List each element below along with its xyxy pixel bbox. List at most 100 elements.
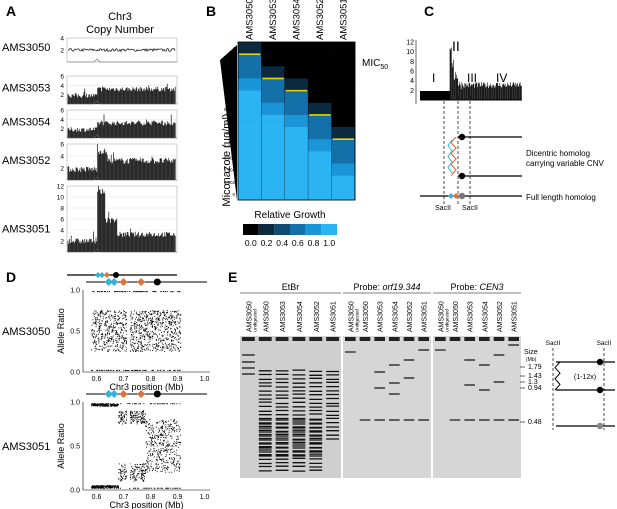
region-iii: III xyxy=(467,71,477,85)
schematic-copy-label: (1-12x) xyxy=(574,374,596,381)
gel-bands xyxy=(418,349,429,421)
legend-swatch xyxy=(290,224,306,235)
legend-title: Relative Growth xyxy=(254,210,325,221)
marker-icon xyxy=(110,390,119,398)
y-tick-label: 1.0 xyxy=(70,288,80,295)
marker-icon xyxy=(110,278,119,286)
panel-label-a: A xyxy=(6,3,16,19)
panel-c-tick-label: 4 xyxy=(410,78,414,85)
panel-b-ylabel: Miconazole (µg/ml) xyxy=(221,113,233,206)
heatmap-column-header: AMS3052 xyxy=(315,0,326,40)
track-tick-label: 6 xyxy=(60,217,64,224)
gel-well xyxy=(493,337,505,341)
heatmap-row-tick: 0.008 xyxy=(224,155,236,160)
lane-label: AMS3052 xyxy=(407,301,414,332)
track-tick-label: 4 xyxy=(60,117,64,124)
gel-bands xyxy=(508,344,519,421)
heatmap-cell xyxy=(284,127,309,140)
panel-label-c: C xyxy=(424,3,434,19)
gel-header: EtBr xyxy=(282,282,300,292)
heatmap-cell xyxy=(238,66,262,79)
gel-bands xyxy=(242,354,255,375)
heatmap-cell xyxy=(308,187,332,201)
cnv-zigzag-blue xyxy=(447,139,453,174)
heatmap-row-tick: 0.125 xyxy=(224,107,236,112)
gel-well xyxy=(326,337,339,341)
legend-tick-label: 0.8 xyxy=(308,238,320,248)
heatmap-cell xyxy=(308,163,332,176)
heatmap-cell xyxy=(308,175,332,189)
heatmap-cell xyxy=(331,90,355,104)
gel-bands xyxy=(464,359,475,421)
heatmap-cell xyxy=(238,175,262,189)
heatmap-cell xyxy=(238,151,262,164)
panel-b-heatmap: AMS3050 AMS3053 AMS3054 AMS3052 AMS3051 4 2 1 0.… xyxy=(224,0,356,201)
marker-icon xyxy=(137,278,146,286)
region-i-block xyxy=(420,91,450,100)
gel-header: Probe: CEN3 xyxy=(450,282,503,292)
copy-number-bars xyxy=(67,83,176,104)
gel-well xyxy=(464,337,475,341)
lane-label: AMS3053 xyxy=(378,301,385,332)
gel-bands xyxy=(326,370,339,440)
strain-label: AMS3052 xyxy=(2,155,50,167)
marker-icon xyxy=(137,390,146,398)
heatmap-cell xyxy=(238,114,262,128)
track-tick-label: 6 xyxy=(60,74,64,81)
heatmap-cell xyxy=(308,127,332,140)
schematic-zigzag xyxy=(554,361,561,391)
marker-blue-icon xyxy=(95,272,101,278)
x-tick-label: 1.0 xyxy=(200,494,210,501)
heatmap-row-tick: 0.06 xyxy=(226,119,235,124)
copy-number-track-AMS3054: AMS3054 6 4 2 xyxy=(2,108,178,139)
copy-number-profile xyxy=(449,47,522,100)
heatmap-cell xyxy=(331,102,355,116)
gap-band xyxy=(126,404,130,488)
legend-swatch xyxy=(243,224,259,235)
panel-label-d: D xyxy=(6,269,16,285)
marker-orange-icon xyxy=(453,193,459,199)
heatmap-cell xyxy=(261,114,285,128)
gel-well xyxy=(374,337,385,341)
x-tick-label: 0.8 xyxy=(146,494,156,501)
chromosome-outline xyxy=(67,134,177,139)
centromere-icon xyxy=(458,192,466,200)
centromere-icon xyxy=(596,386,604,394)
heatmap-cell xyxy=(261,54,285,67)
track-tick-label: 2 xyxy=(60,92,64,99)
schematic-sacii-2: SacII xyxy=(597,340,612,347)
heatmap-cell xyxy=(238,90,262,104)
x-tick-label: 0.7 xyxy=(119,376,129,383)
heatmap-row-tick: 4 xyxy=(232,46,235,51)
track-tick-label: 4 xyxy=(60,83,64,90)
copy-number-bars xyxy=(67,114,176,138)
centromere-icon xyxy=(153,390,161,398)
x-tick-label: 1.0 xyxy=(200,376,210,383)
heatmap-row-tick: 0.5 xyxy=(229,83,236,88)
lane-undigested-label: Undigested xyxy=(444,309,449,332)
centromere-icon xyxy=(596,358,604,366)
gel-well xyxy=(345,337,356,341)
x-tick-label: 0.7 xyxy=(119,494,129,501)
legend-swatch xyxy=(258,224,275,235)
heatmap-cell xyxy=(261,151,285,164)
heatmap-row-tick: 0.015 xyxy=(224,143,236,148)
heatmap-cell xyxy=(284,163,309,176)
heatmap-cell xyxy=(261,127,285,140)
heatmap-cell xyxy=(308,114,332,128)
heatmap-cell xyxy=(284,54,309,67)
marker-icon xyxy=(119,278,128,286)
strain-label: AMS3054 xyxy=(2,116,50,128)
track-tick-label: 4 xyxy=(60,36,64,43)
chromosome-outline xyxy=(67,100,177,105)
y-tick-label: 0.5 xyxy=(70,329,80,336)
track-tick-label: 2 xyxy=(60,126,64,133)
heatmap-cell xyxy=(331,175,355,189)
dicentric-label-line1: Dicentric homolog xyxy=(526,149,590,158)
heatmap-cell xyxy=(238,127,262,140)
gel-bands xyxy=(374,371,385,421)
gel-bands xyxy=(292,369,306,472)
allele-plot-ylabel: Allele Ratio xyxy=(56,308,66,354)
size-label: 1.43 xyxy=(528,373,542,380)
